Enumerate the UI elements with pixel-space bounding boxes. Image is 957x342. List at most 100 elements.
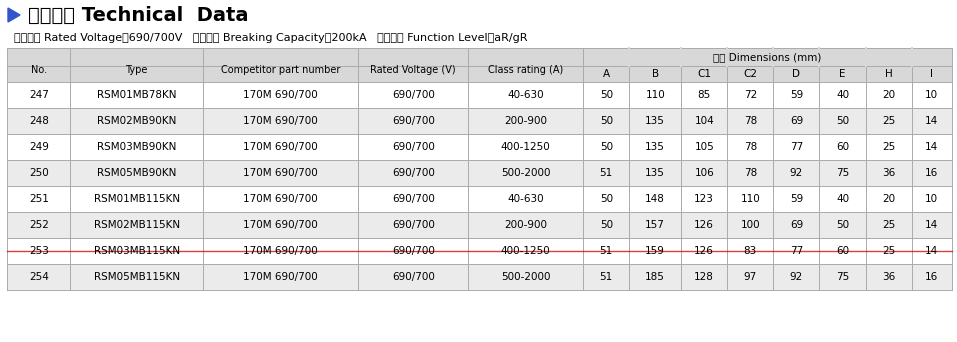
Text: 69: 69 [790, 220, 803, 230]
Text: 690/700: 690/700 [391, 116, 434, 126]
Text: 14: 14 [925, 246, 939, 256]
Text: 78: 78 [744, 142, 757, 152]
Text: 170M 690/700: 170M 690/700 [243, 142, 318, 152]
Text: 248: 248 [29, 116, 49, 126]
Text: 40: 40 [836, 90, 849, 100]
Text: 159: 159 [645, 246, 665, 256]
Text: 97: 97 [744, 272, 757, 282]
Text: 40: 40 [836, 194, 849, 204]
Text: 83: 83 [744, 246, 757, 256]
Text: 50: 50 [600, 142, 612, 152]
Bar [7, 82, 952, 108]
Text: 170M 690/700: 170M 690/700 [243, 194, 318, 204]
Text: 200-900: 200-900 [504, 116, 547, 126]
Bar [7, 212, 952, 238]
Bar [7, 186, 952, 212]
Text: 60: 60 [836, 142, 849, 152]
Text: 50: 50 [836, 220, 849, 230]
Text: 123: 123 [694, 194, 714, 204]
Bar [7, 108, 952, 134]
Text: 72: 72 [744, 90, 757, 100]
Text: 77: 77 [790, 246, 803, 256]
Text: RSM03MB90KN: RSM03MB90KN [97, 142, 176, 152]
Text: B: B [652, 69, 658, 79]
Text: 10: 10 [925, 194, 939, 204]
Text: RSM03MB115KN: RSM03MB115KN [94, 246, 180, 256]
Text: 25: 25 [882, 220, 895, 230]
Text: 59: 59 [790, 90, 803, 100]
Text: 135: 135 [645, 168, 665, 178]
Text: 185: 185 [645, 272, 665, 282]
Text: 254: 254 [29, 272, 49, 282]
Text: 75: 75 [835, 168, 849, 178]
Text: 78: 78 [744, 168, 757, 178]
Text: 50: 50 [836, 116, 849, 126]
Text: Class rating (A): Class rating (A) [488, 65, 564, 75]
Text: 104: 104 [695, 116, 714, 126]
Text: 36: 36 [882, 272, 895, 282]
Text: 50: 50 [600, 90, 612, 100]
Text: 170M 690/700: 170M 690/700 [243, 168, 318, 178]
Text: 14: 14 [925, 142, 939, 152]
Text: 690/700: 690/700 [391, 246, 434, 256]
Text: 690/700: 690/700 [391, 272, 434, 282]
Text: 400-1250: 400-1250 [501, 142, 550, 152]
Text: RSM05MB115KN: RSM05MB115KN [94, 272, 180, 282]
Text: 51: 51 [600, 272, 612, 282]
Text: 20: 20 [882, 194, 895, 204]
Text: C2: C2 [744, 69, 757, 79]
Text: 78: 78 [744, 116, 757, 126]
Text: 500-2000: 500-2000 [501, 272, 550, 282]
Text: 157: 157 [645, 220, 665, 230]
Text: 170M 690/700: 170M 690/700 [243, 220, 318, 230]
Text: 200-900: 200-900 [504, 220, 547, 230]
Text: 59: 59 [790, 194, 803, 204]
Text: No.: No. [31, 65, 47, 75]
Text: 60: 60 [836, 246, 849, 256]
Polygon shape [8, 8, 20, 22]
Text: 25: 25 [882, 246, 895, 256]
Text: 105: 105 [695, 142, 714, 152]
Text: 14: 14 [925, 220, 939, 230]
Text: 126: 126 [694, 246, 714, 256]
Text: 16: 16 [925, 168, 939, 178]
Text: 247: 247 [29, 90, 49, 100]
Text: 40-630: 40-630 [507, 90, 544, 100]
Text: 20: 20 [882, 90, 895, 100]
Text: 170M 690/700: 170M 690/700 [243, 246, 318, 256]
Text: 148: 148 [645, 194, 665, 204]
Text: 14: 14 [925, 116, 939, 126]
Text: 25: 25 [882, 116, 895, 126]
Bar [7, 264, 952, 290]
Text: 690/700: 690/700 [391, 194, 434, 204]
Text: E: E [839, 69, 846, 79]
Text: RSM01MB78KN: RSM01MB78KN [97, 90, 176, 100]
Text: 110: 110 [741, 194, 760, 204]
Text: 50: 50 [600, 220, 612, 230]
Text: 690/700: 690/700 [391, 168, 434, 178]
Text: 技术参数 Technical  Data: 技术参数 Technical Data [28, 5, 249, 25]
Text: 170M 690/700: 170M 690/700 [243, 90, 318, 100]
Text: 50: 50 [600, 194, 612, 204]
Text: 16: 16 [925, 272, 939, 282]
Text: 253: 253 [29, 246, 49, 256]
Text: 135: 135 [645, 116, 665, 126]
Text: 尺寸 Dimensions (mm): 尺寸 Dimensions (mm) [713, 52, 822, 62]
Text: Competitor part number: Competitor part number [221, 65, 341, 75]
Text: 106: 106 [695, 168, 714, 178]
Text: 690/700: 690/700 [391, 220, 434, 230]
Text: Type: Type [125, 65, 147, 75]
Text: H: H [884, 69, 893, 79]
Text: 69: 69 [790, 116, 803, 126]
Text: 135: 135 [645, 142, 665, 152]
Text: 252: 252 [29, 220, 49, 230]
Text: C1: C1 [698, 69, 711, 79]
Text: 100: 100 [741, 220, 760, 230]
Text: 75: 75 [835, 272, 849, 282]
Text: D: D [792, 69, 800, 79]
Text: 170M 690/700: 170M 690/700 [243, 116, 318, 126]
Text: 92: 92 [790, 272, 803, 282]
Text: 92: 92 [790, 168, 803, 178]
Text: RSM01MB115KN: RSM01MB115KN [94, 194, 180, 204]
Bar [7, 134, 952, 160]
